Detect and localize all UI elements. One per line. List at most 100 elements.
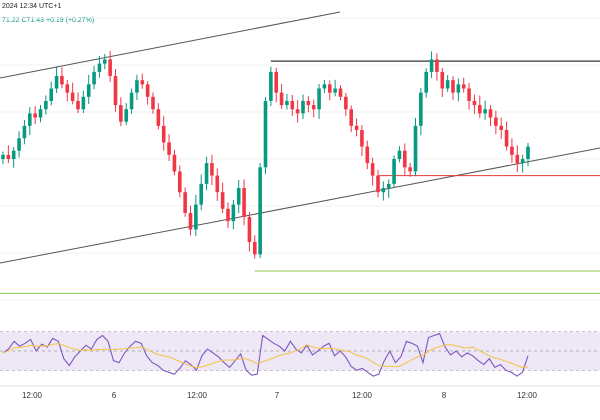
header-timestamp: 2024 12:34 UTC+1 bbox=[2, 3, 62, 10]
candle-body bbox=[333, 88, 337, 93]
candle-body bbox=[49, 88, 54, 101]
candle-body bbox=[161, 125, 166, 143]
candle-body bbox=[226, 208, 230, 222]
header-ohlc: 71.22 C71.43 +0.19 (+0.27%) bbox=[2, 17, 95, 24]
time-label: 12:00 bbox=[187, 391, 208, 400]
candle-body bbox=[386, 183, 391, 189]
candle-body bbox=[402, 150, 407, 168]
candle-body bbox=[22, 125, 27, 139]
candle-body bbox=[376, 175, 380, 193]
candle-body bbox=[247, 217, 252, 242]
candle-body bbox=[38, 109, 43, 118]
candle-body bbox=[210, 163, 214, 176]
candle-body bbox=[510, 146, 514, 155]
candle-body bbox=[113, 76, 118, 106]
candle-body bbox=[526, 146, 530, 159]
candle-body bbox=[140, 80, 145, 85]
candle-body bbox=[11, 150, 16, 159]
candle-body bbox=[183, 192, 187, 213]
candle-body bbox=[279, 92, 284, 106]
time-label: 8 bbox=[442, 391, 447, 400]
candle-body bbox=[194, 204, 198, 230]
candle-body bbox=[6, 154, 11, 159]
time-label: 6 bbox=[112, 391, 117, 400]
candle-body bbox=[456, 84, 461, 93]
candle-body bbox=[488, 109, 493, 118]
candle-body bbox=[124, 109, 129, 122]
candle-body bbox=[17, 138, 21, 151]
candle-body bbox=[445, 80, 450, 89]
time-label: 12:00 bbox=[22, 391, 43, 400]
candle-body bbox=[119, 105, 123, 122]
candle-body bbox=[424, 71, 429, 93]
candle-body bbox=[108, 59, 112, 77]
candle-body bbox=[349, 109, 354, 126]
candle-body bbox=[65, 84, 70, 93]
candle-body bbox=[258, 167, 262, 255]
candle-body bbox=[1, 154, 5, 159]
drawing-overlays bbox=[0, 11, 600, 294]
candle-body bbox=[392, 159, 396, 184]
candle-body bbox=[220, 192, 225, 209]
candle-body bbox=[317, 88, 321, 110]
candle-body bbox=[504, 129, 509, 147]
candle-body bbox=[381, 188, 386, 193]
candle-body bbox=[285, 100, 289, 106]
candle-body bbox=[151, 96, 155, 110]
candle-body bbox=[338, 88, 343, 97]
candle-body bbox=[290, 100, 295, 110]
candle-body bbox=[344, 96, 348, 110]
candle-body bbox=[172, 154, 177, 172]
candle-body bbox=[102, 59, 107, 64]
upper-trendline bbox=[0, 11, 341, 79]
candle-body bbox=[451, 80, 455, 93]
candle-body bbox=[199, 183, 204, 205]
candle-body bbox=[467, 88, 471, 101]
candle-body bbox=[188, 212, 193, 230]
candle-body bbox=[365, 146, 370, 164]
candle-body bbox=[167, 142, 171, 155]
candle-body bbox=[477, 105, 482, 114]
candle-body bbox=[295, 109, 300, 114]
rsi-line bbox=[2, 332, 529, 377]
candle-body bbox=[483, 109, 487, 114]
candle-body bbox=[76, 100, 80, 110]
candle-body bbox=[236, 188, 241, 205]
candle-body bbox=[440, 71, 445, 89]
candle-body bbox=[269, 71, 273, 101]
candle-body bbox=[419, 92, 423, 126]
candle-body bbox=[322, 84, 327, 89]
rsi-pane bbox=[0, 331, 600, 377]
rsi-ma-line bbox=[2, 343, 529, 369]
candle-body bbox=[370, 163, 375, 176]
candle-body bbox=[252, 241, 257, 255]
candle-body bbox=[408, 167, 412, 172]
candles bbox=[1, 51, 530, 259]
candle-body bbox=[274, 71, 279, 93]
candle-body bbox=[33, 113, 37, 118]
candle-body bbox=[413, 125, 418, 172]
candle-body bbox=[397, 150, 402, 159]
candle-body bbox=[301, 100, 305, 114]
candle-body bbox=[360, 129, 364, 147]
candle-body bbox=[70, 92, 75, 101]
candle-body bbox=[472, 100, 477, 106]
candle-body bbox=[97, 63, 102, 72]
candle-body bbox=[242, 188, 246, 218]
candle-body bbox=[81, 96, 86, 110]
candle-body bbox=[499, 125, 504, 130]
candle-body bbox=[129, 92, 134, 110]
time-axis: 12:00 6 12:00 7 12:00 8 12:00 bbox=[0, 385, 600, 400]
candle-body bbox=[306, 100, 311, 106]
candle-body bbox=[354, 125, 359, 130]
candle-body bbox=[215, 175, 220, 193]
candle-body bbox=[515, 154, 520, 164]
candle-body bbox=[135, 80, 139, 93]
candle-body bbox=[494, 117, 498, 126]
time-label: 7 bbox=[275, 391, 280, 400]
candle-body bbox=[429, 59, 434, 72]
candle-body bbox=[60, 76, 64, 85]
candle-body bbox=[435, 59, 439, 72]
candle-body bbox=[231, 204, 236, 222]
